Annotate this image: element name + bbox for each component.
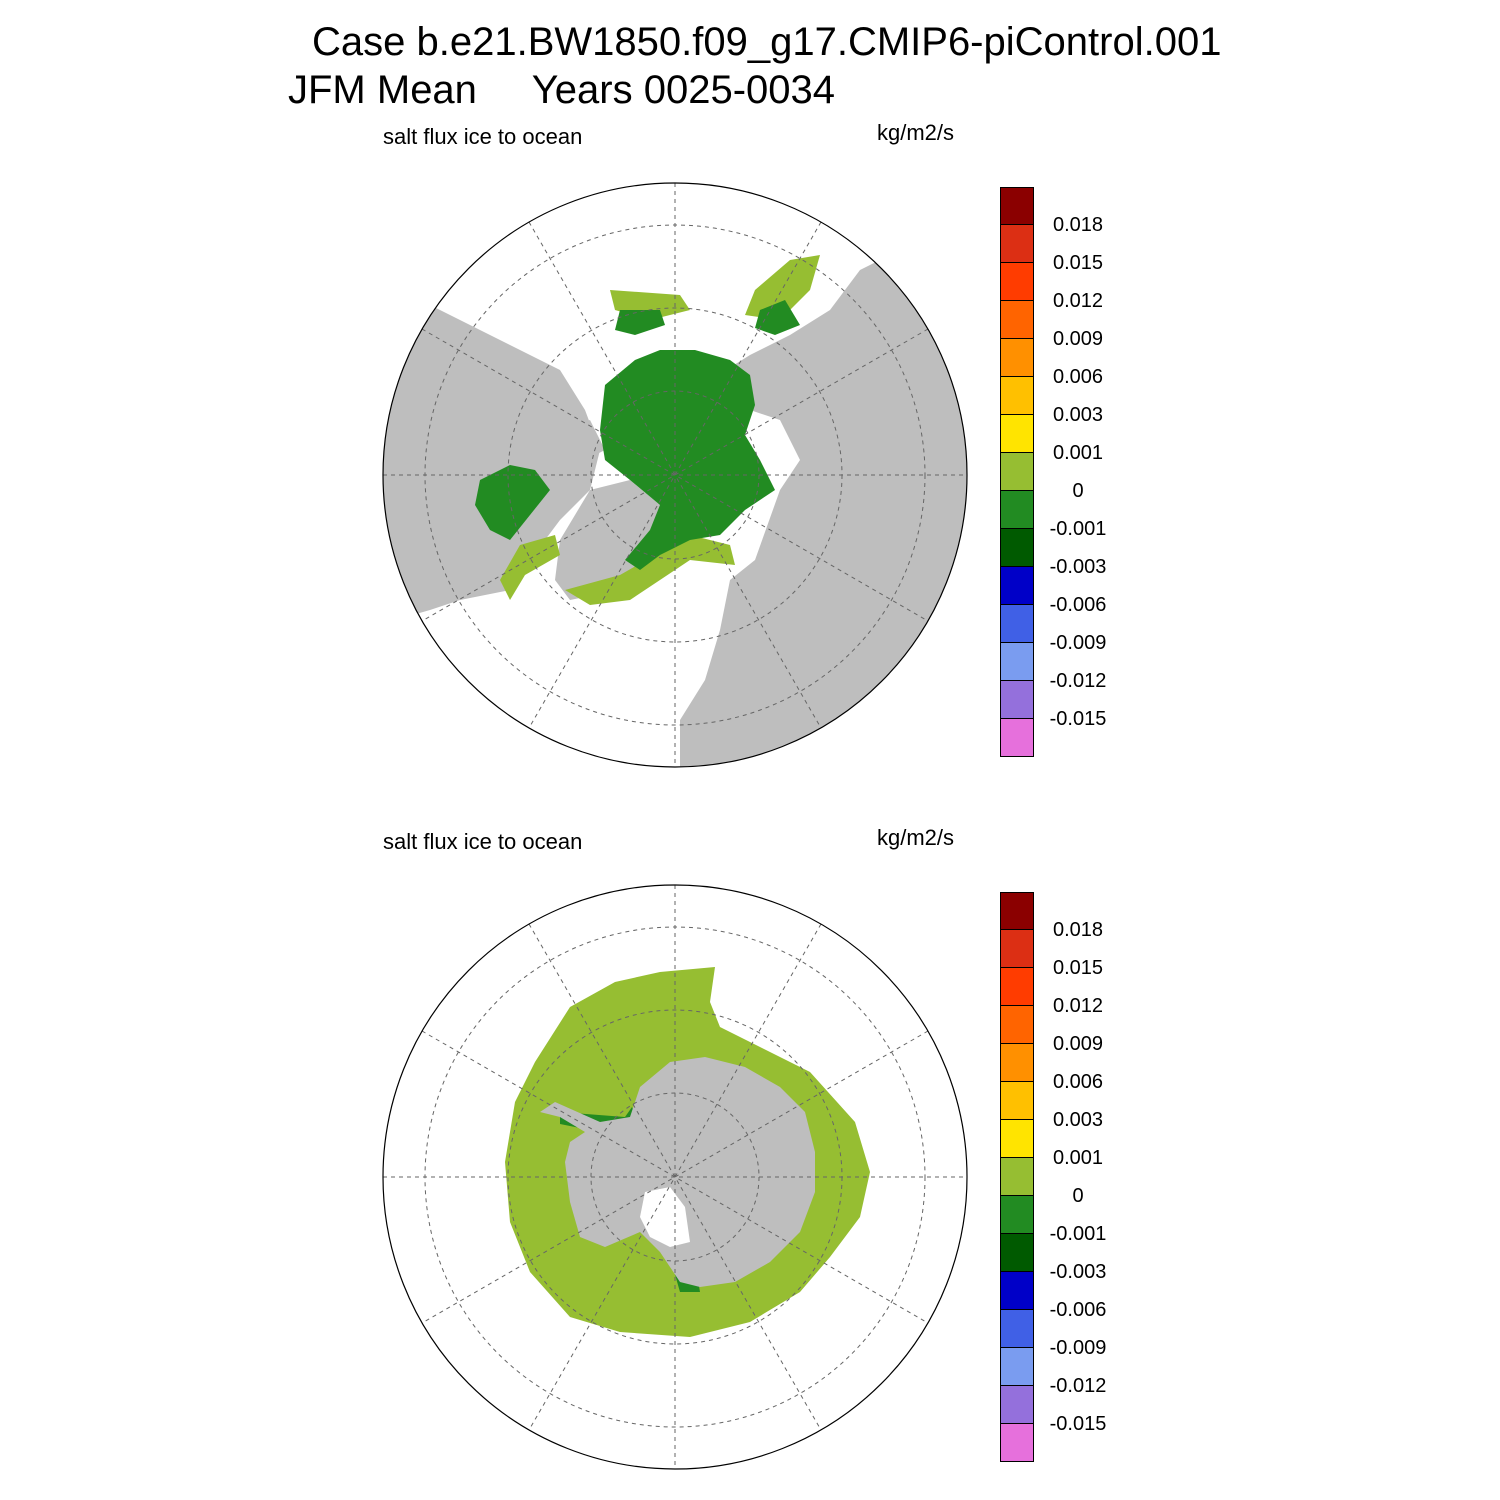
colorbar-label: 0.018 [1052, 919, 1104, 941]
colorbar-swatch [1000, 605, 1034, 643]
colorbar-label: -0.009 [1049, 1337, 1107, 1359]
colorbar-swatch [1000, 567, 1034, 605]
colorbar-label: 0.009 [1052, 1033, 1104, 1055]
colorbar-label: 0.012 [1052, 290, 1104, 312]
colorbar-swatch [1000, 529, 1034, 567]
colorbar-swatch [1000, 681, 1034, 719]
north-ice-cover [475, 255, 820, 605]
colorbar-label: -0.003 [1049, 556, 1107, 578]
colorbar-label: -0.015 [1049, 708, 1107, 730]
colorbar-swatch [1000, 1120, 1034, 1158]
figure-title-line1: Case b.e21.BW1850.f09_g17.CMIP6-piContro… [312, 20, 1222, 64]
colorbar-swatch [1000, 415, 1034, 453]
colorbar-swatch [1000, 301, 1034, 339]
colorbar-swatch [1000, 930, 1034, 968]
colorbar-swatch [1000, 1158, 1034, 1196]
south-map-border [382, 884, 968, 1470]
colorbar-label: 0 [1072, 1185, 1084, 1207]
south-panel-units-label: kg/m2/s [877, 825, 955, 850]
colorbar-label: -0.012 [1049, 670, 1107, 692]
colorbar-swatch [1000, 339, 1034, 377]
colorbar-swatch [1000, 1082, 1034, 1120]
south-colorbar: 0.018 0.015 0.012 0.009 0.006 0.003 0.001 0 -0.0… [1000, 892, 1106, 1462]
colorbar-label: 0.009 [1052, 328, 1104, 350]
north-panel-left-label: salt flux ice to ocean [383, 124, 583, 149]
colorbar-swatch [1000, 1386, 1034, 1424]
colorbar-swatch [1000, 1006, 1034, 1044]
north-polar-map [382, 182, 968, 768]
colorbar-label: -0.006 [1049, 1299, 1107, 1321]
colorbar-label: 0.018 [1052, 214, 1104, 236]
colorbar-swatch [1000, 377, 1034, 415]
colorbar-label: 0.003 [1052, 404, 1104, 426]
colorbar-swatch [1000, 225, 1034, 263]
figure-title-line2: JFM Mean Years 0025-0034 [288, 68, 835, 112]
colorbar-swatch [1000, 1310, 1034, 1348]
colorbar-label: -0.015 [1049, 1413, 1107, 1435]
colorbar-swatch [1000, 719, 1034, 757]
south-graticule [383, 885, 967, 1469]
colorbar-label: 0.006 [1052, 1071, 1104, 1093]
north-graticule [383, 183, 967, 767]
colorbar-swatch [1000, 1348, 1034, 1386]
colorbar-swatch [1000, 968, 1034, 1006]
north-panel-units-label: kg/m2/s [877, 120, 955, 145]
colorbar-label: -0.003 [1049, 1261, 1107, 1283]
colorbar-swatch [1000, 1044, 1034, 1082]
north-colorbar: 0.018 0.015 0.012 0.009 0.006 0.003 0.001 0 -0.0… [1000, 187, 1106, 757]
colorbar-label: -0.001 [1049, 518, 1107, 540]
colorbar-label: 0.015 [1052, 252, 1104, 274]
colorbar-label: 0.015 [1052, 957, 1104, 979]
colorbar-swatch [1000, 1424, 1034, 1462]
colorbar-label: 0.006 [1052, 366, 1104, 388]
colorbar-label: 0.001 [1052, 442, 1104, 464]
colorbar-swatch [1000, 187, 1034, 225]
colorbar-swatch [1000, 1196, 1034, 1234]
colorbar-swatch [1000, 453, 1034, 491]
colorbar-swatch [1000, 1272, 1034, 1310]
colorbar-swatch [1000, 263, 1034, 301]
south-panel-left-label: salt flux ice to ocean [383, 829, 583, 854]
colorbar-swatch [1000, 491, 1034, 529]
colorbar-swatch [1000, 1234, 1034, 1272]
colorbar-label: -0.009 [1049, 632, 1107, 654]
colorbar-label: -0.006 [1049, 594, 1107, 616]
colorbar-swatch [1000, 892, 1034, 930]
colorbar-label: 0 [1072, 480, 1084, 502]
colorbar-label: -0.001 [1049, 1223, 1107, 1245]
colorbar-label: -0.012 [1049, 1375, 1107, 1397]
north-map-border [382, 182, 968, 768]
south-polar-map [382, 884, 968, 1470]
colorbar-swatch [1000, 643, 1034, 681]
colorbar-label: 0.012 [1052, 995, 1104, 1017]
colorbar-label: 0.001 [1052, 1147, 1104, 1169]
colorbar-label: 0.003 [1052, 1109, 1104, 1131]
south-ice-shelf [640, 1187, 690, 1247]
